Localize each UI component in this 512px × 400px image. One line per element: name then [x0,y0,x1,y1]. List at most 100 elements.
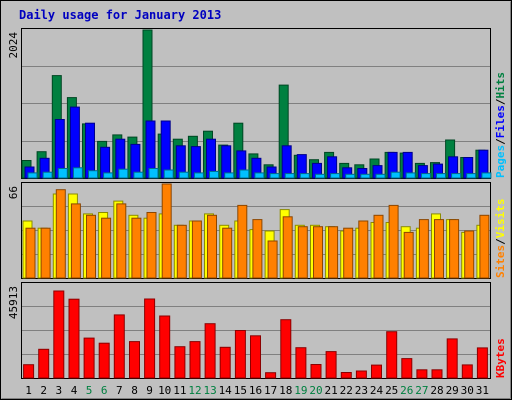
bar-sites [176,224,187,279]
bar-sites [434,219,444,279]
bar-sites [55,189,66,279]
bar-pages [27,172,38,179]
bar-kbytes [401,358,413,379]
x-tick-label: 25 [385,384,398,397]
bar-sites [70,203,81,279]
x-tick-label: 19 [294,384,307,397]
bar-kbytes [38,348,50,379]
bar-sites [116,203,127,279]
x-tick-label: 3 [55,384,62,397]
bar-pages [57,168,68,179]
bar-sites [418,219,429,279]
bar-pages [420,173,431,179]
bar-pages [148,168,159,179]
bar-kbytes [189,341,201,379]
y-max-label: 45913 [7,286,20,319]
x-tick-label: 16 [249,384,262,397]
chart-title: Daily usage for January 2013 [19,8,221,22]
bar-kbytes [144,298,156,379]
bar-sites [237,204,248,279]
x-tick-label: 8 [131,384,138,397]
x-tick-label: 4 [71,384,78,397]
bar-pages [284,173,295,179]
bar-sites [479,214,490,279]
bar-kbytes [159,315,171,379]
bar-kbytes [53,290,65,379]
x-tick-label: 31 [476,384,489,397]
bar-sites [267,240,278,279]
bar-kbytes [174,346,186,379]
bar-sites [373,214,384,279]
legend-entry-files: Files [494,105,507,138]
legend-entry-hits: Hits [494,72,507,99]
bar-files [85,122,95,179]
bar-pages [436,173,446,179]
bar-kbytes [340,372,352,379]
bar-pages [133,171,144,179]
bar-pages [239,169,250,179]
x-tick-label: 27 [415,384,428,397]
bar-pages [193,172,204,179]
bar-kbytes [234,330,246,379]
bar-sites [222,227,233,279]
bar-kbytes [325,351,337,379]
bar-pages [118,168,129,179]
bar-pages [163,169,174,179]
bar-kbytes [280,319,292,379]
bar-kbytes [68,298,80,379]
bar-sites [146,212,157,279]
x-tick-label: 23 [355,384,368,397]
x-tick-label: 13 [203,384,216,397]
bar-sites [191,220,202,279]
legend-entry-visits: Visits [494,199,507,239]
bar-kbytes [98,342,110,379]
x-tick-label: 21 [324,384,337,397]
x-tick-label: 6 [101,384,108,397]
legend-separator: / [494,238,507,245]
bar-kbytes [129,341,140,379]
bar-pages [466,173,477,179]
panel-legend: Sites/Visits [494,199,507,279]
legend-entry-kbytes: KBytes [494,338,507,378]
bar-kbytes [23,364,35,379]
x-tick-label: 15 [234,384,247,397]
bar-kbytes [219,346,231,379]
x-tick-label: 9 [146,384,153,397]
panel-sites-visits: 66 Sites/Visits [7,182,507,279]
bar-sites [131,217,142,279]
bar-files [160,120,171,179]
bar-sites [313,226,323,279]
bar-kbytes [83,337,95,379]
x-tick-label: 5 [86,384,93,397]
x-tick-label: 12 [188,384,201,397]
bar-sites [161,183,172,279]
x-tick-label: 1 [25,384,32,397]
bar-kbytes [204,323,216,379]
bar-sites [358,220,369,279]
x-tick-label: 17 [264,384,277,397]
x-tick-label: 26 [400,384,413,397]
bar-kbytes [446,338,458,379]
bar-sites [40,227,51,279]
bar-pages [269,173,280,179]
x-tick-label: 7 [116,384,123,397]
bar-sites [388,204,399,279]
x-tick-label: 22 [340,384,353,397]
bar-sites [101,217,112,279]
legend-separator: / [494,98,507,105]
panel-legend: Pages/Files/Hits [494,72,507,178]
bar-pages [375,173,386,179]
x-tick-label: 14 [219,384,233,397]
bar-kbytes [355,370,367,379]
bar-pages [360,173,371,179]
bar-sites [25,227,36,279]
bar-pages [451,173,462,179]
bar-sites [328,226,339,279]
bar-pages [254,172,265,179]
bar-pages [345,173,356,179]
bar-kbytes [431,369,443,379]
x-tick-label: 10 [158,384,171,397]
bar-kbytes [265,372,277,379]
